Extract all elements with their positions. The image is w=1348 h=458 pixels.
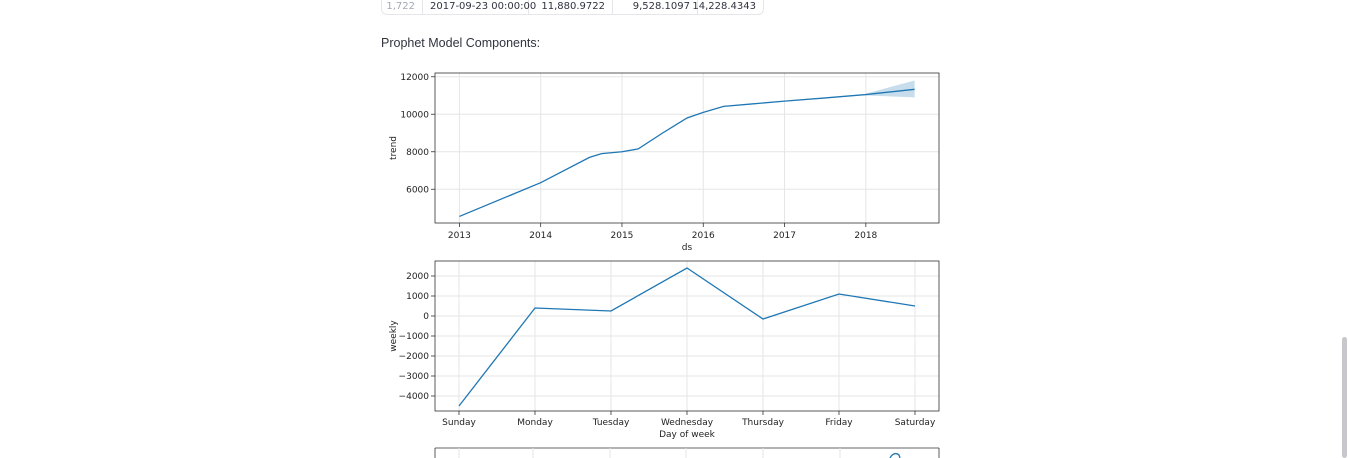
trend-uncertainty-band — [865, 80, 915, 98]
row-ds: 2017-09-23 00:00:00 — [423, 0, 536, 14]
trend-xtick-label: 2014 — [529, 231, 552, 241]
weekly-xtick-label: Thursday — [741, 418, 785, 428]
weekly-ytick-label: −1000 — [399, 332, 430, 342]
row-yhat-upper: 14,228.4343 — [692, 0, 756, 12]
weekly-xtick-label: Monday — [517, 418, 553, 428]
trend-line — [459, 88, 915, 218]
yearly-line — [889, 452, 901, 458]
weekly-ytick-label: −4000 — [399, 392, 430, 402]
row-yhat-lower: 9,528.1097 — [613, 0, 698, 14]
weekly-ytick-label: 1000 — [406, 292, 429, 302]
trend-xtick-label: 2017 — [773, 231, 796, 241]
trend-ytick-label: 8000 — [406, 148, 429, 158]
weekly-xtick-label: Saturday — [895, 418, 936, 428]
weekly-xlabel: Day of week — [659, 430, 716, 440]
trend-xtick-label: 2015 — [611, 231, 634, 241]
weekly-line — [458, 267, 916, 407]
weekly-ytick-label: −2000 — [399, 352, 430, 362]
trend-xtick-label: 2016 — [692, 231, 715, 241]
weekly-xtick-label: Wednesday — [661, 418, 714, 428]
scrollbar[interactable] — [1340, 0, 1348, 458]
trend-ytick-label: 10000 — [400, 110, 429, 120]
scrollbar-thumb[interactable] — [1342, 337, 1347, 458]
trend-ylabel: trend — [389, 136, 399, 160]
weekly-xtick-label: Friday — [825, 418, 853, 428]
section-title: Prophet Model Components: — [381, 36, 541, 50]
weekly-axes-frame — [434, 260, 940, 412]
prophet-components-figure: 2013 2014 2015 2016 2017 20186000800010000120… — [389, 72, 940, 458]
trend-ytick-label: 12000 — [400, 73, 429, 83]
weekly-xtick-label: Sunday — [442, 418, 476, 428]
row-yhat: 11,880.9722 — [529, 0, 613, 14]
trend-xtick-label: 2013 — [448, 231, 471, 241]
weekly-xtick-label: Tuesday — [592, 418, 630, 428]
trend-axes-frame — [434, 72, 940, 224]
weekly-ytick-label: 2000 — [406, 272, 429, 282]
row-index: 1,722 — [382, 0, 423, 14]
weekly-ylabel: weekly — [389, 320, 399, 352]
trend-ytick-label: 6000 — [406, 185, 429, 195]
trend-xlabel: ds — [682, 243, 693, 253]
trend-xtick-label: 2018 — [854, 231, 877, 241]
table-row: 1,722 2017-09-23 00:00:00 11,880.9722 9,… — [381, 0, 764, 15]
weekly-ytick-label: −3000 — [399, 372, 430, 382]
weekly-ytick-label: 0 — [423, 312, 429, 322]
